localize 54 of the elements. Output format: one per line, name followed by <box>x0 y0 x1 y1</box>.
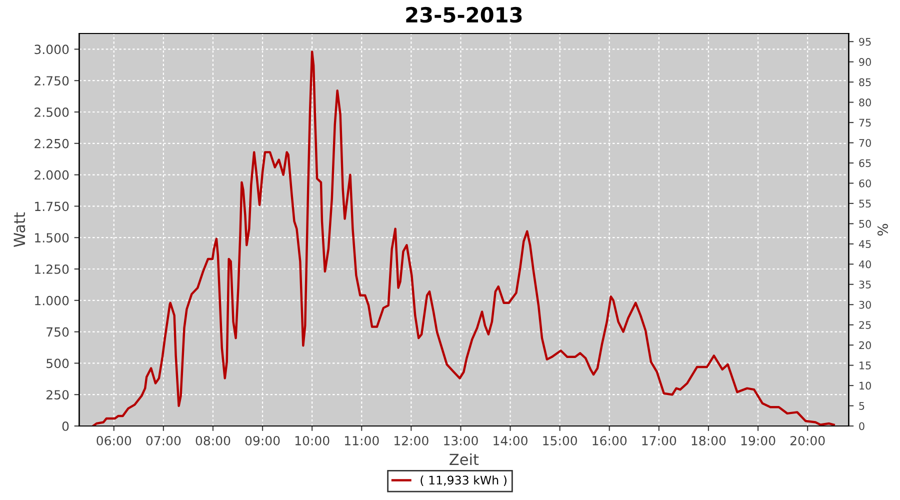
x-tick-label: 16:00 <box>592 436 627 446</box>
y2-tick-label: 60 <box>859 179 871 188</box>
x-tick-label: 08:00 <box>196 436 230 446</box>
y-tick-label: 750 <box>46 327 69 337</box>
y2-tick-label: 75 <box>859 118 871 127</box>
y-tick-label: 2.750 <box>34 76 69 86</box>
y2-tick-label: 50 <box>859 220 871 228</box>
y-tick-label: 2.000 <box>34 170 69 180</box>
x-tick-label: 14:00 <box>494 436 528 446</box>
y2-tick-label: 35 <box>859 280 871 288</box>
y2-tick-label: 45 <box>858 240 871 248</box>
y2-tick-label: 55 <box>859 200 871 208</box>
x-tick-label: 10:00 <box>295 436 330 446</box>
y2-axis-title: % <box>877 224 888 236</box>
y2-tick-label: 15 <box>860 362 871 370</box>
y2-tick-label: 40 <box>858 260 871 268</box>
y2-tick-label: 95 <box>859 38 871 46</box>
y2-tick-label: 25 <box>859 321 871 329</box>
x-axis-title: Zeit <box>450 453 479 466</box>
y-tick-label: 1.250 <box>35 264 69 274</box>
x-tick-label: 18:00 <box>692 436 726 446</box>
y2-tick-label: 80 <box>859 98 871 106</box>
x-tick-label: 09:00 <box>245 436 280 446</box>
legend-label: ( 11,933 kWh ) <box>420 475 506 486</box>
y-tick-label: 2.500 <box>34 107 69 117</box>
y2-tick-label: 70 <box>859 138 871 147</box>
y2-tick-label: 90 <box>859 58 871 66</box>
y-tick-label: 1.500 <box>35 233 69 243</box>
x-tick-label: 17:00 <box>642 436 676 446</box>
x-tick-label: 07:00 <box>146 436 181 446</box>
x-tick-label: 15:00 <box>543 436 578 446</box>
y2-tick-label: 85 <box>859 78 871 86</box>
line-series <box>92 50 835 426</box>
y-tick-label: 1.000 <box>35 296 69 306</box>
y-axis-title: Watt <box>14 212 26 247</box>
y-tick-label: 0 <box>62 421 69 431</box>
y2-tick-label: 20 <box>859 341 871 350</box>
x-tick-label: 12:00 <box>394 436 428 446</box>
x-tick-label: 11:00 <box>344 436 379 446</box>
x-tick-label: 06:00 <box>96 436 132 446</box>
y2-tick-label: 65 <box>859 159 871 168</box>
x-tick-label: 19:00 <box>741 436 776 446</box>
y-tick-label: 1.750 <box>35 202 69 212</box>
x-tick-label: 13:00 <box>444 436 478 446</box>
y-tick-label: 3.000 <box>34 44 69 54</box>
y2-tick-label: 0 <box>859 422 864 430</box>
chart-title: 23-5-2013 <box>406 6 522 23</box>
y2-tick-label: 5 <box>859 402 864 410</box>
y-tick-label: 250 <box>46 390 69 400</box>
y2-tick-label: 30 <box>859 300 871 309</box>
x-tick-label: 20:00 <box>790 436 825 446</box>
y-tick-label: 500 <box>46 358 69 368</box>
y2-tick-label: 10 <box>860 382 871 390</box>
y-tick-label: 2.250 <box>34 138 69 148</box>
